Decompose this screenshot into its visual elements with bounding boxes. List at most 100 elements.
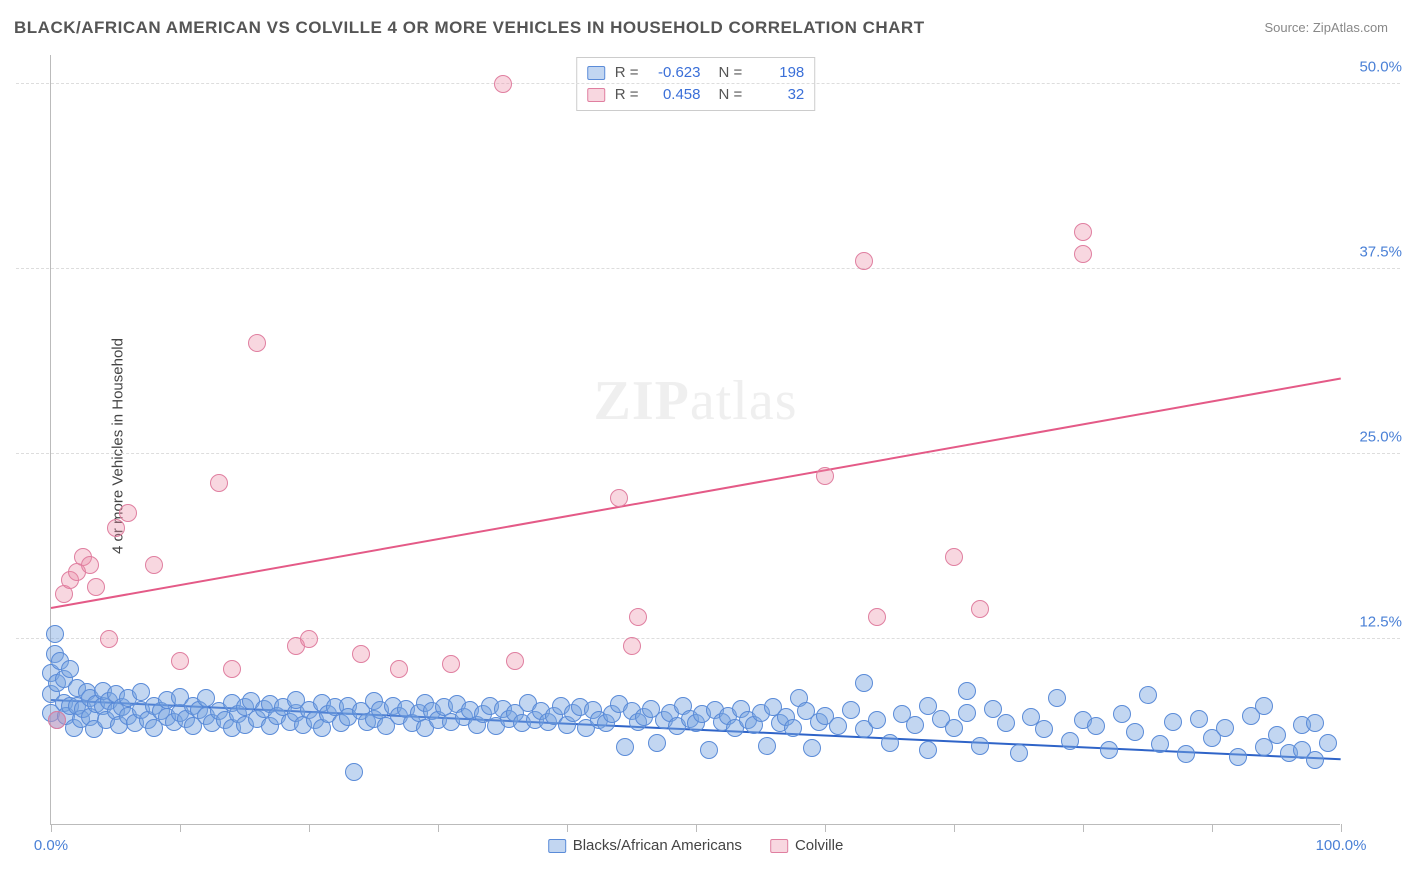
series-legend: Blacks/African Americans Colville: [548, 837, 844, 854]
data-point: [248, 334, 266, 352]
data-point: [210, 474, 228, 492]
legend-label: Blacks/African Americans: [573, 837, 742, 854]
data-point: [1268, 726, 1286, 744]
data-point: [1151, 735, 1169, 753]
data-point: [919, 741, 937, 759]
data-point: [1229, 748, 1247, 766]
watermark-bold: ZIP: [594, 370, 690, 432]
stat-r-label: R =: [615, 62, 639, 84]
x-tick: [825, 824, 826, 832]
data-point: [494, 75, 512, 93]
trend-line: [51, 378, 1341, 609]
gridline: [16, 83, 1400, 84]
data-point: [829, 717, 847, 735]
x-tick: [1212, 824, 1213, 832]
x-tick: [180, 824, 181, 832]
data-point: [784, 719, 802, 737]
data-point: [616, 738, 634, 756]
x-tick: [696, 824, 697, 832]
data-point: [81, 556, 99, 574]
data-point: [758, 737, 776, 755]
data-point: [1035, 720, 1053, 738]
data-point: [171, 652, 189, 670]
data-point: [945, 719, 963, 737]
data-point: [906, 716, 924, 734]
data-point: [1010, 744, 1028, 762]
data-point: [100, 630, 118, 648]
legend-swatch: [548, 839, 566, 853]
data-point: [610, 489, 628, 507]
y-tick-label: 12.5%: [1359, 613, 1402, 630]
data-point: [1048, 689, 1066, 707]
data-point: [506, 652, 524, 670]
data-point: [842, 701, 860, 719]
stat-n-label: N =: [719, 84, 743, 106]
data-point: [119, 504, 137, 522]
data-point: [46, 625, 64, 643]
data-point: [442, 655, 460, 673]
data-point: [48, 711, 66, 729]
data-point: [107, 519, 125, 537]
stat-n-value: 198: [752, 62, 804, 84]
data-point: [700, 741, 718, 759]
source-attribution: Source: ZipAtlas.com: [1264, 20, 1388, 35]
data-point: [945, 548, 963, 566]
chart-title: BLACK/AFRICAN AMERICAN VS COLVILLE 4 OR …: [14, 18, 925, 38]
y-tick-label: 37.5%: [1359, 243, 1402, 260]
gridline: [16, 268, 1400, 269]
data-point: [958, 704, 976, 722]
x-tick: [1083, 824, 1084, 832]
data-point: [1190, 710, 1208, 728]
data-point: [1126, 723, 1144, 741]
data-point: [352, 645, 370, 663]
data-point: [1319, 734, 1337, 752]
watermark-light: atlas: [690, 370, 798, 432]
data-point: [61, 660, 79, 678]
legend-item: Blacks/African Americans: [548, 837, 742, 854]
data-point: [868, 711, 886, 729]
data-point: [971, 737, 989, 755]
data-point: [623, 637, 641, 655]
stat-row: R =-0.623N =198: [587, 62, 805, 84]
data-point: [300, 630, 318, 648]
y-tick-label: 50.0%: [1359, 58, 1402, 75]
x-tick: [438, 824, 439, 832]
plot-area: ZIPatlas R =-0.623N =198R =0.458N =32 Bl…: [50, 55, 1340, 825]
stat-r-value: 0.458: [649, 84, 701, 106]
data-point: [1139, 686, 1157, 704]
data-point: [1087, 717, 1105, 735]
legend-label: Colville: [795, 837, 843, 854]
data-point: [390, 660, 408, 678]
data-point: [1255, 697, 1273, 715]
x-tick: [309, 824, 310, 832]
data-point: [997, 714, 1015, 732]
stat-n-value: 32: [752, 84, 804, 106]
data-point: [868, 608, 886, 626]
data-point: [1074, 223, 1092, 241]
gridline: [16, 638, 1400, 639]
data-point: [223, 660, 241, 678]
legend-swatch: [770, 839, 788, 853]
legend-item: Colville: [770, 837, 843, 854]
data-point: [1306, 751, 1324, 769]
data-point: [1306, 714, 1324, 732]
correlation-stats-box: R =-0.623N =198R = 0.458 N = 32: [576, 57, 816, 111]
data-point: [816, 467, 834, 485]
x-tick-label: 100.0%: [1316, 837, 1367, 854]
data-point: [984, 700, 1002, 718]
stat-row: R = 0.458 N = 32: [587, 84, 805, 106]
data-point: [958, 682, 976, 700]
data-point: [1074, 245, 1092, 263]
stat-r-label: R =: [615, 84, 639, 106]
data-point: [855, 252, 873, 270]
data-point: [1164, 713, 1182, 731]
y-tick-label: 25.0%: [1359, 428, 1402, 445]
watermark: ZIPatlas: [594, 369, 798, 433]
x-tick: [567, 824, 568, 832]
data-point: [881, 734, 899, 752]
data-point: [1177, 745, 1195, 763]
series-swatch: [587, 88, 605, 102]
data-point: [648, 734, 666, 752]
x-tick-label: 0.0%: [34, 837, 68, 854]
data-point: [1100, 741, 1118, 759]
